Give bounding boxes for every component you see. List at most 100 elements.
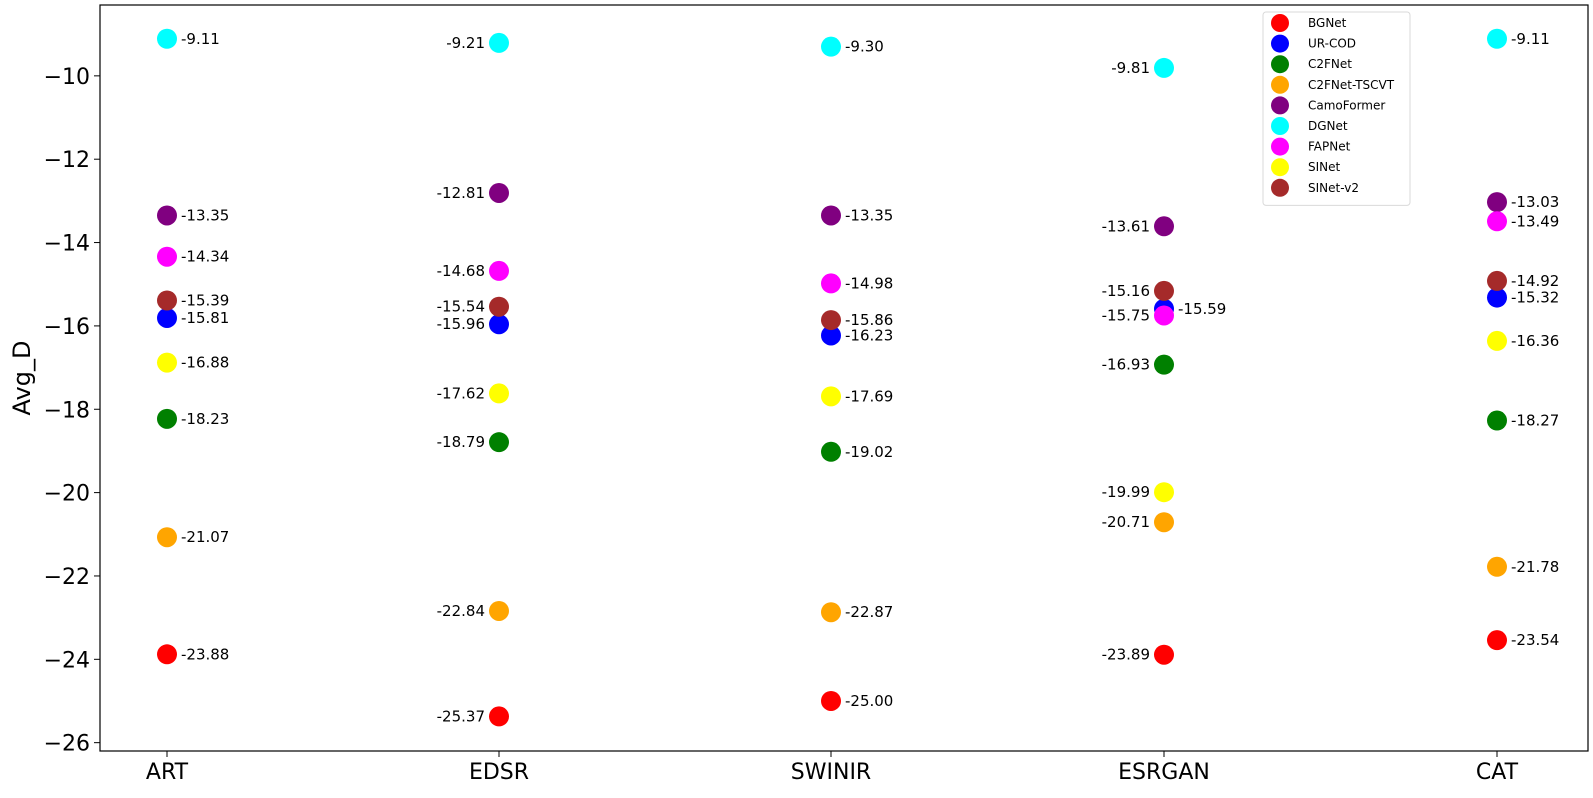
data-label: -20.71	[1102, 513, 1150, 531]
data-point	[1487, 330, 1507, 351]
data-point	[1487, 270, 1507, 291]
y-tick-label: −22	[44, 565, 90, 590]
legend-marker	[1271, 34, 1289, 53]
data-point	[1487, 630, 1507, 651]
data-point	[157, 205, 177, 226]
legend-entry: FAPNet	[1308, 140, 1351, 154]
data-label: -16.23	[845, 326, 893, 344]
data-point	[489, 32, 509, 53]
data-label: -15.32	[1511, 289, 1559, 307]
data-label: -13.03	[1511, 193, 1559, 211]
data-point	[821, 205, 841, 226]
y-tick-label: −26	[44, 732, 90, 757]
data-label: -9.11	[181, 30, 220, 48]
legend-entry: BGNet	[1308, 16, 1347, 30]
data-label: -9.21	[446, 34, 485, 52]
data-point	[1487, 556, 1507, 577]
data-label: -15.59	[1178, 300, 1226, 318]
data-point	[821, 441, 841, 462]
data-label: -13.35	[181, 206, 229, 224]
data-point	[157, 408, 177, 429]
data-point	[157, 307, 177, 328]
data-label: -22.87	[845, 603, 893, 621]
data-label: -13.35	[845, 206, 893, 224]
data-point	[1154, 305, 1174, 326]
data-point	[489, 314, 509, 335]
data-label: -21.78	[1511, 558, 1559, 576]
data-label: -12.81	[437, 184, 485, 202]
data-point	[1154, 280, 1174, 301]
y-tick-label: −12	[44, 148, 90, 173]
data-label: -22.84	[437, 602, 485, 620]
legend-marker	[1271, 178, 1289, 197]
data-point	[1487, 28, 1507, 49]
legend-entry: SINet-v2	[1308, 181, 1359, 195]
data-label: -15.81	[181, 309, 229, 327]
data-label: -21.07	[181, 528, 229, 546]
data-label: -16.93	[1102, 356, 1150, 374]
data-label: -15.96	[437, 315, 485, 333]
data-point	[1154, 57, 1174, 78]
data-point	[1487, 410, 1507, 431]
legend-marker	[1271, 14, 1289, 32]
x-tick-label: ART	[146, 760, 189, 785]
data-label: -17.62	[437, 384, 485, 402]
data-label: -15.86	[845, 311, 893, 329]
data-point	[489, 296, 509, 317]
x-tick-label: CAT	[1476, 760, 1519, 785]
data-point	[821, 310, 841, 331]
data-point	[157, 644, 177, 665]
data-point	[1487, 192, 1507, 213]
data-label: -18.79	[437, 433, 485, 451]
data-label: -15.75	[1102, 306, 1150, 324]
y-axis: −10 −12 −14 −16 −18 −20 −22 −24 −26	[44, 65, 100, 757]
y-axis-label: Avg_D	[8, 341, 36, 416]
data-label: -23.54	[1511, 631, 1559, 649]
data-label: -13.49	[1511, 212, 1559, 230]
data-label: -17.69	[845, 387, 893, 405]
legend-marker	[1271, 55, 1289, 74]
data-point	[1154, 644, 1174, 665]
data-point	[489, 600, 509, 621]
legend-marker	[1271, 96, 1289, 115]
data-point	[157, 352, 177, 373]
legend-box	[1262, 11, 1411, 206]
data-label: -9.30	[845, 38, 884, 56]
legend-marker	[1271, 158, 1289, 177]
data-label: -14.68	[437, 262, 485, 280]
legend-entry: C2FNet	[1308, 57, 1352, 71]
data-label: -19.02	[845, 443, 893, 461]
data-point	[157, 246, 177, 267]
data-point	[1154, 216, 1174, 237]
data-label: -14.98	[845, 274, 893, 292]
data-label: -18.27	[1511, 412, 1559, 430]
data-point	[1487, 287, 1507, 308]
legend-marker	[1271, 137, 1289, 156]
x-tick-label: EDSR	[469, 760, 529, 785]
data-points	[157, 28, 1507, 727]
data-point	[157, 28, 177, 49]
plot-frame	[99, 4, 1589, 752]
legend-entry: UR-COD	[1308, 37, 1356, 51]
data-label: -9.11	[1511, 30, 1550, 48]
data-label: -15.16	[1102, 282, 1150, 300]
data-label: -23.88	[181, 645, 229, 663]
legend-marker	[1271, 75, 1289, 94]
data-label: -19.99	[1102, 483, 1150, 501]
data-point	[821, 325, 841, 346]
data-point	[821, 36, 841, 57]
data-label: -16.88	[181, 354, 229, 372]
x-tick-label: ESRGAN	[1118, 760, 1210, 785]
data-point	[1154, 512, 1174, 533]
data-label: -13.61	[1102, 217, 1150, 235]
x-tick-label: SWINIR	[791, 760, 871, 785]
legend-entry: SINet	[1308, 160, 1341, 174]
y-tick-label: −18	[44, 398, 90, 423]
data-point	[489, 260, 509, 281]
data-label: -15.39	[181, 291, 229, 309]
data-point	[1154, 354, 1174, 375]
legend: BGNet UR-COD C2FNet C2FNet-TSCVT CamoFormer D…	[1262, 11, 1411, 206]
data-point	[489, 432, 509, 453]
data-point	[157, 527, 177, 548]
